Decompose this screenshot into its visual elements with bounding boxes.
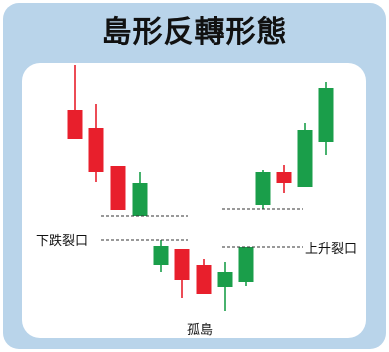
bearish-candle (88, 128, 104, 172)
island-label: 孤島 (187, 323, 213, 338)
candles-group (67, 65, 334, 311)
bearish-candle (196, 265, 212, 294)
gap-down-label: 下跌裂口 (36, 233, 88, 249)
bullish-candle (217, 272, 233, 287)
bullish-candle (255, 172, 271, 205)
bearish-candle (276, 172, 292, 183)
bearish-candle (110, 166, 126, 210)
pattern-card: 島形反轉形態 (3, 3, 386, 349)
bullish-candle (238, 247, 254, 282)
gap-up-label: 上升裂口 (305, 242, 357, 257)
bullish-candle (318, 88, 334, 142)
bullish-candle (132, 183, 148, 216)
bearish-candle (67, 110, 83, 139)
bullish-candle (297, 130, 313, 187)
bullish-candle (153, 246, 169, 265)
page-title: 島形反轉形態 (101, 15, 288, 50)
guide-lines (101, 208, 303, 248)
chart-panel (22, 63, 366, 338)
bearish-candle (174, 249, 190, 280)
